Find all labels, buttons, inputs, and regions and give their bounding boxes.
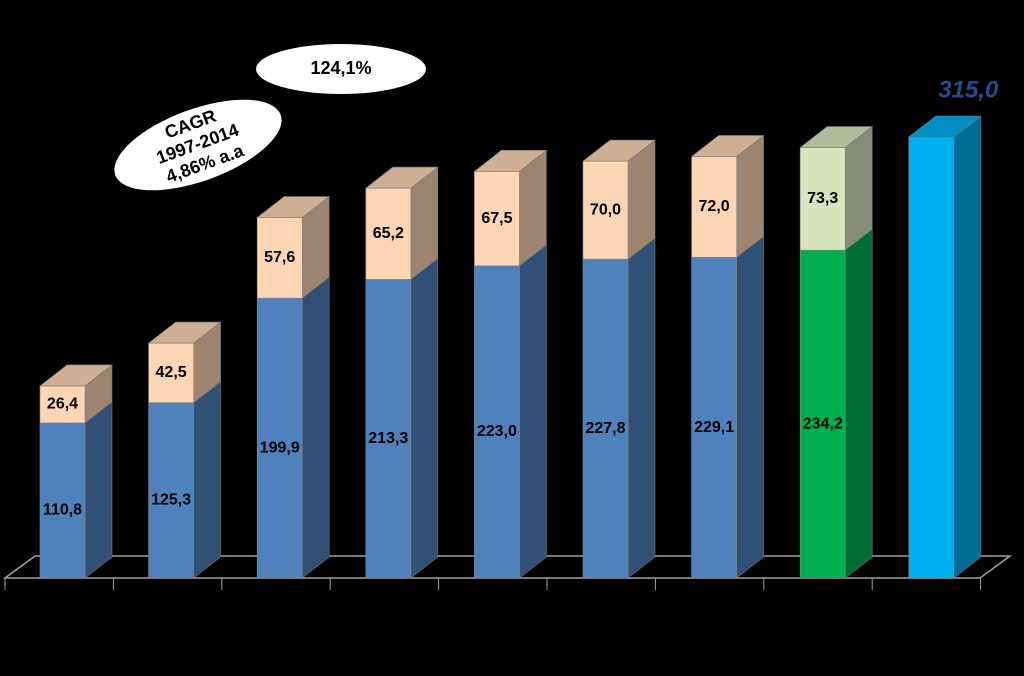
bar-top [147, 321, 222, 344]
value-label: 110,8 [43, 502, 82, 519]
value-label: 125,3 [151, 492, 191, 509]
bar-side [736, 134, 764, 258]
value-label: 67,5 [481, 210, 512, 227]
bar-segment [39, 385, 86, 424]
cagr-group: CAGR 1997-2014 4,86% a.a [114, 99, 282, 191]
bar-segment [582, 160, 629, 260]
bar-side [193, 380, 221, 579]
value-label: 199,9 [260, 439, 300, 456]
bar-segment [148, 342, 194, 403]
annotation-bubble [256, 44, 426, 94]
bar-side [953, 115, 982, 579]
bar-segment [908, 136, 955, 579]
bar-segment [582, 258, 629, 579]
bar-segment [799, 249, 846, 579]
value-label: 315,0 [938, 76, 999, 103]
bar-side [736, 235, 764, 579]
bar-side [844, 125, 873, 251]
annotation: 124,1% [310, 58, 371, 78]
bar-top [39, 364, 113, 387]
bar-side [410, 257, 439, 579]
value-label: 227,8 [585, 420, 625, 437]
bar-segment [365, 187, 412, 280]
bar-segment [474, 265, 520, 579]
value-label: 57,6 [264, 249, 295, 266]
value-label: 234,2 [803, 415, 843, 432]
value-label: 223,0 [477, 423, 517, 440]
bar-top [582, 139, 656, 162]
bar-segment [474, 171, 520, 267]
bar-top [364, 166, 439, 189]
value-label: 213,3 [368, 430, 408, 447]
bar-segment [691, 256, 737, 579]
bar-side [84, 401, 113, 579]
bar-segment [256, 217, 303, 299]
bar-segment [691, 156, 737, 258]
bar-side [844, 228, 873, 579]
bar-segment [256, 297, 303, 579]
bar-segment [365, 279, 412, 579]
value-label: 65,2 [373, 225, 404, 242]
value-label: 229,1 [694, 419, 734, 436]
bar-segment [148, 402, 194, 579]
value-label: 26,4 [47, 396, 78, 413]
bar-top [690, 135, 765, 157]
value-label: 70,0 [590, 201, 621, 218]
value-label: 73,3 [807, 190, 838, 207]
bar-segment [39, 422, 86, 579]
bar-side [301, 276, 330, 579]
bar-top [473, 150, 548, 172]
bar-side [627, 237, 656, 579]
bar-top [256, 196, 331, 218]
bar-top [799, 126, 874, 148]
value-label: 42,5 [156, 364, 187, 381]
bar-side [519, 244, 547, 579]
annotation-bubble [114, 99, 282, 191]
bar-top [907, 115, 982, 138]
bar-segment [799, 147, 846, 251]
value-label: 72,0 [699, 198, 730, 215]
